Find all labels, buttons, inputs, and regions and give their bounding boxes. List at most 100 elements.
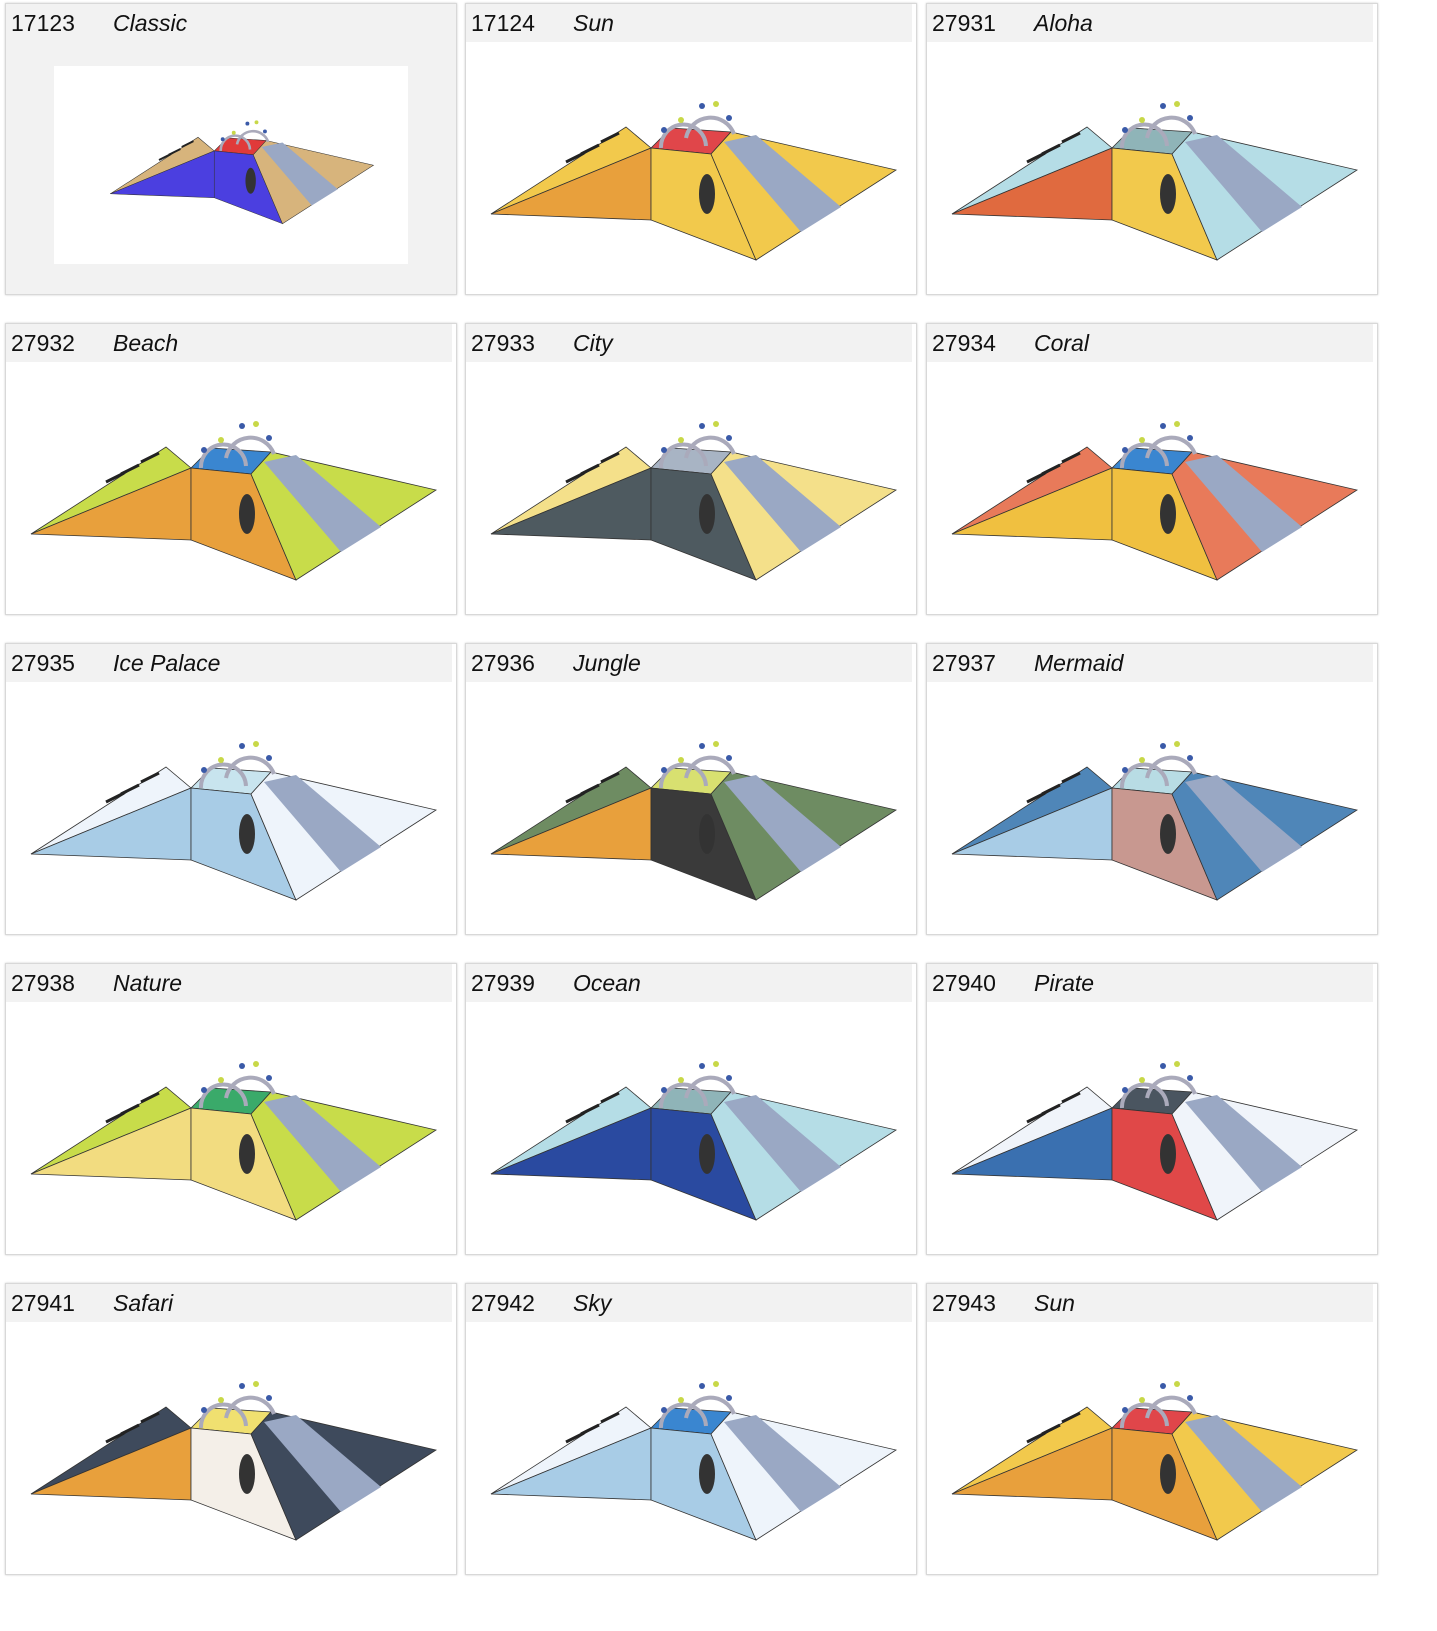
- handle: [600, 771, 620, 784]
- arch-knob: [661, 1087, 667, 1093]
- product-card[interactable]: 27936 Jungle: [465, 643, 917, 935]
- arch: [198, 1395, 276, 1429]
- product-number: 27941: [11, 1290, 75, 1316]
- slide-stripe: [1185, 135, 1302, 232]
- tunnel-hole: [239, 814, 255, 854]
- card-header: 27941 Safari: [6, 1284, 452, 1322]
- arch-knob: [218, 1077, 224, 1083]
- product-name: Aloha: [1034, 10, 1093, 36]
- handle: [580, 783, 600, 796]
- product-name: Safari: [113, 1290, 174, 1316]
- arch: [1119, 755, 1197, 789]
- product-image: [951, 1381, 1359, 1541]
- arch-knob: [726, 1395, 732, 1401]
- handle: [105, 471, 125, 484]
- handle: [600, 1091, 620, 1104]
- product-card[interactable]: 17124 Sun: [465, 3, 917, 295]
- card-header: 27931 Aloha: [927, 4, 1373, 42]
- tunnel-hole: [699, 814, 715, 854]
- arch-knob: [1187, 435, 1193, 441]
- handle: [580, 463, 600, 476]
- handle: [1041, 1423, 1061, 1436]
- handle: [1041, 463, 1061, 476]
- handle: [565, 791, 585, 804]
- handle: [105, 1431, 125, 1444]
- arch-knob: [1160, 1383, 1166, 1389]
- tunnel-hole: [239, 1454, 255, 1494]
- handle: [140, 771, 160, 784]
- product-card[interactable]: 27943 Sun: [926, 1283, 1378, 1575]
- product-card[interactable]: 27940 Pirate: [926, 963, 1378, 1255]
- arch-knob: [266, 1395, 272, 1401]
- product-image: [490, 421, 898, 581]
- slide-stripe: [264, 455, 381, 552]
- product-card[interactable]: 27938 Nature: [5, 963, 457, 1255]
- slide-stripe: [264, 775, 381, 872]
- arch-knob: [661, 767, 667, 773]
- card-header: 27936 Jungle: [466, 644, 912, 682]
- handle: [120, 1423, 140, 1436]
- product-number: 27935: [11, 650, 75, 676]
- handle: [1061, 1091, 1081, 1104]
- product-card[interactable]: 27934 Coral: [926, 323, 1378, 615]
- card-header: 27933 City: [466, 324, 912, 362]
- slide-stripe: [264, 1095, 381, 1192]
- card-header: 27932 Beach: [6, 324, 452, 362]
- tunnel-hole: [699, 1134, 715, 1174]
- handle: [1061, 771, 1081, 784]
- slide-stripe: [724, 1095, 841, 1192]
- arch-knob: [678, 757, 684, 763]
- arch-knob: [1160, 1063, 1166, 1069]
- arch: [1119, 115, 1197, 149]
- arch-knob: [245, 121, 250, 126]
- arch-knob: [699, 423, 705, 429]
- product-card[interactable]: 27937 Mermaid: [926, 643, 1378, 935]
- product-image: [30, 1061, 438, 1221]
- handle: [158, 153, 172, 161]
- slide-stripe: [1185, 775, 1302, 872]
- product-card[interactable]: 17123 Classic: [5, 3, 457, 295]
- arch: [658, 115, 736, 149]
- product-card[interactable]: 27931 Aloha: [926, 3, 1378, 295]
- product-card[interactable]: 27933 City: [465, 323, 917, 615]
- arch-knob: [253, 1381, 259, 1387]
- product-name: Jungle: [573, 650, 641, 676]
- arch-knob: [1187, 115, 1193, 121]
- arch-knob: [661, 127, 667, 133]
- arch-knob: [218, 437, 224, 443]
- product-image: [951, 101, 1359, 261]
- handle: [1026, 471, 1046, 484]
- slide-stripe: [724, 1415, 841, 1512]
- arch-knob: [1174, 1381, 1180, 1387]
- tunnel-hole: [1160, 174, 1176, 214]
- product-number: 27943: [932, 1290, 996, 1316]
- arch-knob: [1187, 1395, 1193, 1401]
- product-name: Sky: [573, 1290, 612, 1316]
- arch-knob: [726, 435, 732, 441]
- product-card[interactable]: 27935 Ice Palace: [5, 643, 457, 935]
- arch: [1119, 1075, 1197, 1109]
- arch-knob: [220, 137, 225, 142]
- product-card[interactable]: 27941 Safari: [5, 1283, 457, 1575]
- product-number: 27939: [471, 970, 535, 996]
- product-card[interactable]: 27939 Ocean: [465, 963, 917, 1255]
- card-header: 27940 Pirate: [927, 964, 1373, 1002]
- handle: [565, 471, 585, 484]
- arch-knob: [1174, 1061, 1180, 1067]
- product-card[interactable]: 27942 Sky: [465, 1283, 917, 1575]
- handle: [1041, 143, 1061, 156]
- arch-knob: [1160, 103, 1166, 109]
- card-header: 27942 Sky: [466, 1284, 912, 1322]
- card-header: 27934 Coral: [927, 324, 1373, 362]
- slide-stripe: [1185, 455, 1302, 552]
- arch-knob: [1174, 741, 1180, 747]
- product-number: 17123: [11, 10, 75, 36]
- arch-knob: [699, 103, 705, 109]
- arch-knob: [1187, 1075, 1193, 1081]
- arch-knob: [201, 767, 207, 773]
- arch-knob: [726, 755, 732, 761]
- arch-knob: [231, 130, 236, 135]
- arch-knob: [1139, 757, 1145, 763]
- product-card[interactable]: 27932 Beach: [5, 323, 457, 615]
- product-image: [490, 1381, 898, 1541]
